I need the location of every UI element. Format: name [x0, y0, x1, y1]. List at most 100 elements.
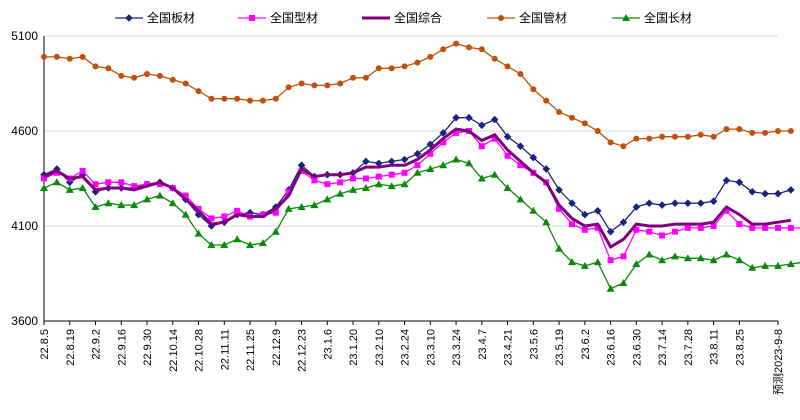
data-point	[401, 63, 408, 70]
y-tick-label: 3600	[11, 314, 38, 328]
data-point	[516, 142, 525, 150]
data-point	[697, 131, 704, 138]
data-point	[529, 206, 538, 214]
data-point	[78, 184, 87, 191]
data-point	[542, 165, 551, 173]
data-point	[374, 180, 383, 188]
data-point	[593, 207, 602, 215]
x-tick-label: 22.8.5	[39, 329, 51, 360]
x-tick-label: 23.7.14	[657, 329, 669, 366]
data-point	[337, 80, 344, 87]
data-point	[568, 199, 576, 207]
data-point	[233, 235, 242, 243]
data-point	[774, 261, 782, 269]
x-tick-label: 23.1.20	[348, 329, 360, 366]
data-point	[336, 189, 345, 197]
data-point	[594, 128, 601, 134]
data-point	[105, 65, 112, 72]
data-point	[400, 155, 409, 164]
data-point	[710, 223, 717, 229]
data-point	[427, 150, 434, 157]
data-point	[619, 218, 628, 226]
data-point	[723, 126, 730, 133]
data-point	[567, 258, 576, 266]
data-point	[786, 260, 795, 267]
legend: 全国板材 全国型材 全国综合 全国管材 全国长材	[115, 10, 692, 25]
data-point	[144, 71, 151, 77]
data-point	[259, 211, 266, 218]
data-point	[375, 65, 382, 72]
data-point	[723, 207, 730, 214]
data-point	[323, 195, 332, 203]
data-point	[439, 161, 448, 169]
data-point	[580, 261, 589, 269]
data-point	[735, 178, 744, 187]
data-point	[645, 250, 654, 258]
data-point	[79, 167, 86, 174]
data-point	[581, 226, 588, 233]
data-point	[710, 133, 717, 140]
data-point	[169, 76, 176, 83]
data-point	[92, 181, 99, 188]
x-tick-label: 22.8.19	[65, 329, 77, 366]
data-point	[633, 226, 640, 233]
data-point	[775, 224, 781, 231]
data-point	[182, 80, 189, 87]
data-point	[606, 227, 615, 236]
data-point	[311, 82, 318, 89]
data-point	[221, 213, 228, 220]
data-point	[426, 140, 435, 149]
data-point	[387, 182, 396, 190]
data-point	[762, 224, 769, 231]
data-point	[41, 175, 47, 182]
data-point	[247, 97, 254, 104]
data-point	[155, 191, 164, 199]
data-point	[427, 53, 434, 60]
data-point	[517, 71, 524, 77]
data-point	[620, 253, 627, 260]
data-point	[671, 199, 679, 207]
forecast-annotation: 预测2023-9-8	[772, 329, 785, 395]
data-point	[246, 208, 254, 217]
data-point	[761, 261, 770, 269]
data-point	[645, 199, 654, 207]
data-point	[543, 97, 550, 104]
data-point	[568, 221, 575, 228]
data-point	[53, 53, 60, 60]
x-tick-label: 22.10.14	[168, 329, 180, 372]
data-point	[40, 184, 48, 191]
data-point	[632, 260, 641, 267]
data-point	[646, 228, 653, 235]
data-point	[144, 181, 151, 188]
data-point	[362, 175, 369, 182]
data-point	[387, 157, 396, 166]
data-point	[749, 224, 756, 231]
x-tick-label: 23.3.10	[425, 329, 437, 366]
data-point	[207, 241, 216, 248]
data-point	[683, 254, 692, 262]
x-tick-label: 23.2.24	[400, 329, 412, 366]
legend-item: 全国长材	[612, 10, 692, 25]
x-tick-label: 23.5.6	[528, 329, 540, 360]
data-point	[607, 257, 614, 264]
data-point	[350, 74, 357, 81]
data-point	[452, 155, 461, 163]
data-point	[555, 186, 563, 194]
data-point	[697, 224, 704, 231]
legend-label: 全国型材	[270, 10, 318, 25]
data-point	[453, 40, 460, 47]
data-point	[503, 132, 512, 141]
data-point	[748, 263, 757, 271]
data-point	[310, 201, 319, 209]
axes: 3600 4100 4600 5100 22.8.5 22.8.19 22.9.2 22.9.…	[11, 29, 779, 372]
series-3	[41, 40, 794, 150]
data-point	[478, 46, 485, 53]
data-point	[117, 201, 126, 209]
data-point	[118, 72, 125, 79]
legend-label: 全国板材	[147, 10, 195, 25]
x-tick-label: 22.9.16	[116, 329, 128, 366]
data-point	[194, 210, 203, 219]
data-point	[787, 186, 795, 194]
data-point	[670, 252, 679, 260]
